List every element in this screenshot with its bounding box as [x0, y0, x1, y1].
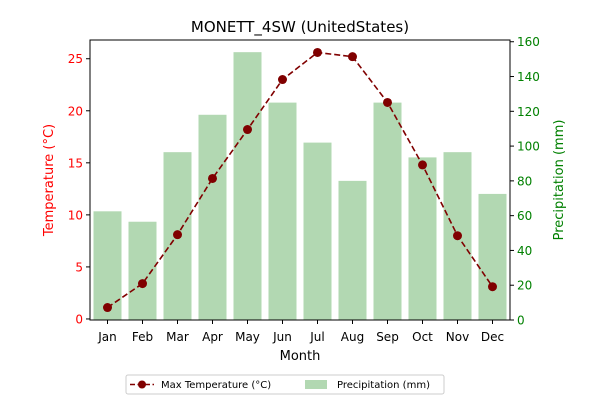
precipitation-bar [338, 180, 367, 320]
temperature-point [453, 231, 462, 241]
right-axis-label: Precipitation (mm) [552, 120, 567, 241]
temperature-point [243, 125, 252, 135]
right-axis-tick-label: 20 [517, 279, 532, 293]
left-axis-tick-label: 10 [68, 208, 83, 222]
left-axis-label: Temperature (°C) [42, 124, 57, 237]
right-axis: 0 20 40 60 80 100 120 140 160 [510, 35, 540, 328]
precipitation-bar [268, 102, 297, 320]
precipitation-bar [478, 193, 507, 320]
temperature-line [103, 47, 497, 313]
x-axis-tick-label: Dec [481, 330, 504, 344]
left-axis-tick-label: 20 [68, 104, 83, 118]
x-axis-tick-label: Sep [376, 330, 399, 344]
precipitation-bar [408, 157, 437, 320]
x-axis-tick-label: Aug [341, 330, 364, 344]
left-axis-tick-label: 5 [75, 260, 83, 274]
temperature-point [488, 282, 497, 292]
x-axis-tick-label: Feb [132, 330, 153, 344]
temperature-point [103, 303, 112, 313]
temperature-point [313, 47, 322, 57]
legend-bar-swatch [305, 380, 327, 389]
x-axis-tick-label: Mar [166, 330, 189, 344]
x-axis-label: Month [280, 349, 321, 364]
temperature-series-line [107, 51, 494, 309]
chart-title: MONETT_4SW (UnitedStates) [191, 18, 409, 37]
temperature-point [418, 160, 427, 170]
right-axis-tick-label: 100 [517, 140, 540, 154]
temperature-point [208, 173, 217, 183]
right-axis-tick-label: 120 [517, 105, 540, 119]
legend-line-marker [138, 380, 146, 389]
x-axis-tick-label: Oct [412, 330, 433, 344]
right-axis-tick-label: 0 [517, 314, 525, 328]
precipitation-bar [303, 142, 332, 320]
plot-frame [89, 39, 511, 321]
x-axis-tick-label: May [235, 330, 260, 344]
x-axis-tick-label: Jul [309, 330, 324, 344]
legend-label-temperature: Max Temperature (°C) [161, 380, 271, 391]
left-axis-tick-label: 0 [75, 312, 83, 326]
x-axis-tick-label: Jan [97, 330, 117, 344]
temperature-point [383, 97, 392, 107]
precipitation-bars [93, 52, 507, 320]
right-axis-tick-label: 80 [517, 174, 532, 188]
right-axis-tick-label: 60 [517, 209, 532, 223]
precipitation-bar [373, 102, 402, 320]
right-axis-tick-label: 140 [517, 70, 540, 84]
right-axis-tick-label: 40 [517, 244, 532, 258]
precipitation-bar [233, 52, 262, 320]
temperature-point [278, 75, 287, 85]
right-axis-tick-label: 160 [517, 35, 540, 49]
left-axis: 0 5 10 15 20 25 [68, 52, 90, 326]
precipitation-bar [198, 114, 227, 320]
legend-box [125, 374, 445, 395]
x-axis-tick-label: Jun [272, 330, 292, 344]
left-axis-tick-label: 15 [68, 156, 83, 170]
legend: Max Temperature (°C) Precipitation (mm) [125, 374, 445, 395]
x-axis-tick-label: Apr [202, 330, 223, 344]
temperature-point [138, 279, 147, 289]
x-axis: Jan Feb Mar Apr May Jun Jul Aug Sep Oct Nov Dec [97, 320, 504, 344]
x-axis-tick-label: Nov [446, 330, 469, 344]
left-axis-tick-label: 25 [68, 52, 83, 66]
temperature-point [173, 230, 182, 240]
legend-label-precipitation: Precipitation (mm) [337, 380, 430, 391]
temperature-point [348, 52, 357, 62]
